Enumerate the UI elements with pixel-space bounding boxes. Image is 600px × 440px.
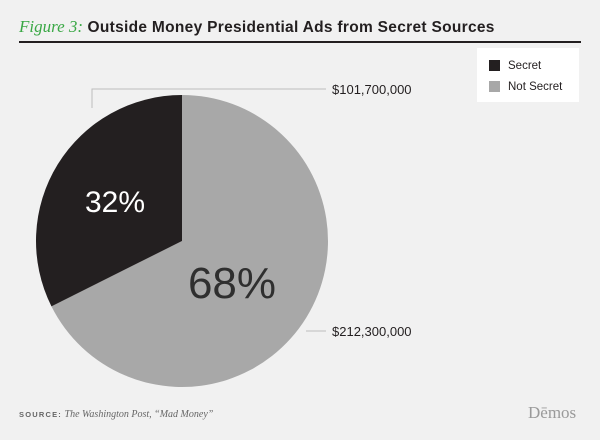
figure-title: Figure 3: Outside Money Presidential Ads… xyxy=(19,17,495,37)
chart-title: Outside Money Presidential Ads from Secr… xyxy=(87,19,495,36)
brand-logo: Dēmos xyxy=(528,403,577,422)
percent-label-not-secret: 68% xyxy=(188,259,276,308)
amount-label-secret: $101,700,000 xyxy=(332,82,412,97)
amount-label-not-secret: $212,300,000 xyxy=(332,324,412,339)
legend-swatch-not-secret xyxy=(489,81,500,92)
legend-label-not-secret: Not Secret xyxy=(508,80,563,93)
pie-slices xyxy=(35,95,329,387)
legend-label-secret: Secret xyxy=(508,59,542,72)
legend-swatch-secret xyxy=(489,60,500,71)
source-text: The Washington Post, “Mad Money” xyxy=(64,409,214,420)
source-key: SOURCE: xyxy=(19,410,62,419)
percent-label-secret: 32% xyxy=(85,186,145,219)
slice-labels: 32% $101,700,000 68% $212,300,000 xyxy=(85,82,412,339)
leader-line-secret xyxy=(91,88,326,108)
legend: Secret Not Secret xyxy=(477,48,579,102)
source-note: SOURCE: The Washington Post, “Mad Money” xyxy=(19,409,213,420)
title-bar: Figure 3: Outside Money Presidential Ads… xyxy=(19,13,581,43)
legend-item-secret: Secret xyxy=(489,55,567,76)
legend-item-not-secret: Not Secret xyxy=(489,76,567,97)
pie-slice-secret xyxy=(35,95,182,307)
leader-lines xyxy=(91,88,326,332)
figure-number: Figure 3: xyxy=(19,17,84,36)
pie-slice-not-secret xyxy=(51,95,329,387)
